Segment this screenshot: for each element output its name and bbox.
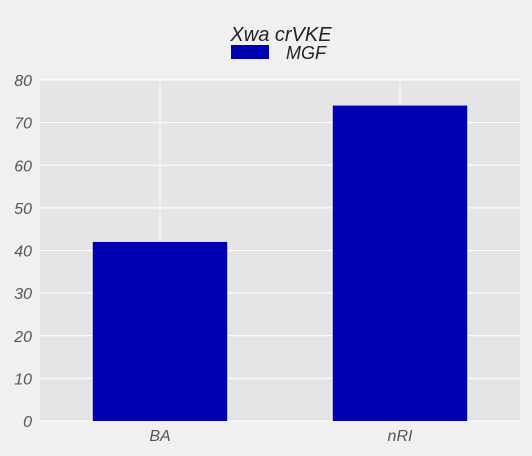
y-tick-label: 40 [14, 244, 32, 261]
y-tick-label: 0 [23, 414, 32, 431]
legend: MGF [231, 43, 327, 63]
y-tick-label: 60 [14, 158, 32, 175]
y-tick-label: 80 [14, 73, 32, 90]
bars [92, 105, 468, 421]
bar-nRI [332, 105, 468, 421]
x-tick-label: nRI [388, 428, 413, 445]
chart-title: Xwa crVKE [229, 24, 332, 46]
y-tick-label: 70 [14, 116, 32, 133]
x-tick-label: BA [149, 428, 170, 445]
bar-BA [92, 241, 228, 421]
legend-swatch [231, 45, 269, 59]
y-axis-tick-labels: 0 10 20 30 40 50 60 70 80 [13, 73, 32, 431]
y-tick-label: 30 [14, 286, 32, 303]
y-tick-label: 50 [14, 201, 32, 218]
y-tick-label: 10 [14, 371, 32, 388]
y-tick-label: 20 [13, 329, 32, 346]
legend-label: MGF [286, 43, 327, 63]
x-axis-tick-labels: BA nRI [149, 428, 413, 445]
